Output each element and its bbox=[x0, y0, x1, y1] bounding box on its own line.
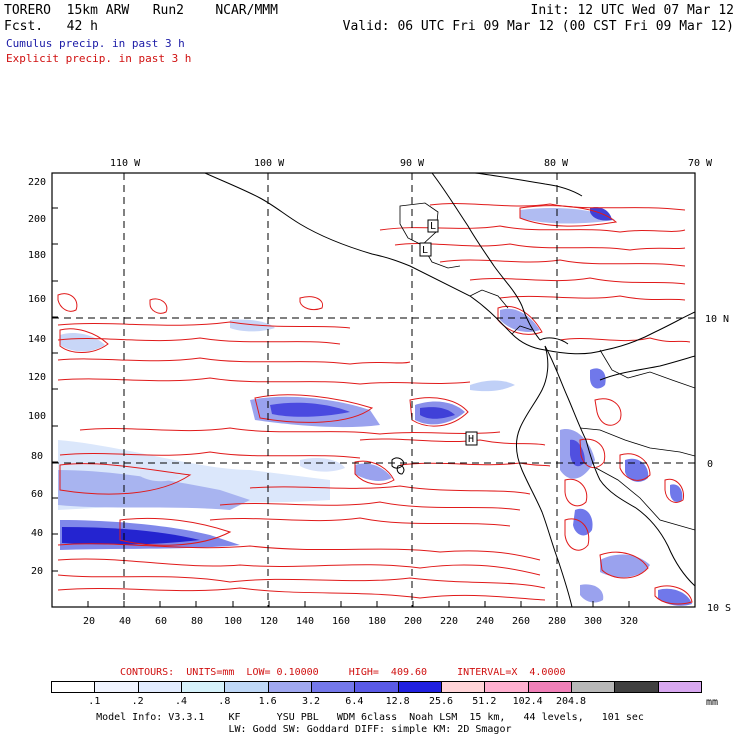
lon-label-80w: 80 W bbox=[544, 158, 569, 169]
colorbar-swatch bbox=[397, 681, 442, 693]
colorbar-swatch bbox=[441, 681, 486, 693]
y-tick-label: 100 bbox=[28, 411, 46, 422]
colorbar-label: 25.6 bbox=[428, 696, 454, 707]
y-tick-label: 220 bbox=[28, 177, 46, 188]
x-tick-label: 280 bbox=[548, 616, 566, 627]
lon-label-110w: 110 W bbox=[110, 158, 141, 169]
lat-label-10n: 10 N bbox=[705, 314, 729, 325]
x-tick-label: 120 bbox=[260, 616, 278, 627]
pressure-markers: L H L bbox=[419, 219, 478, 446]
y-tick-label: 80 bbox=[31, 451, 43, 462]
y-tick-label: 140 bbox=[28, 334, 46, 345]
colorbar-label: .1 bbox=[88, 696, 101, 707]
x-tick-label: 140 bbox=[296, 616, 314, 627]
colorbar-swatch bbox=[94, 681, 139, 693]
explicit-contours bbox=[57, 203, 693, 605]
x-tick-label: 20 bbox=[83, 616, 95, 627]
x-tick-label: 60 bbox=[155, 616, 167, 627]
x-tick-label: 40 bbox=[119, 616, 131, 627]
colorbar-label: 12.8 bbox=[385, 696, 410, 707]
low-marker-box-1 bbox=[419, 242, 432, 257]
lat-label-10s: 10 S bbox=[707, 603, 731, 614]
init-time: Init: 12 UTC Wed 07 Mar 12 bbox=[530, 3, 735, 18]
x-tick-label: 180 bbox=[368, 616, 386, 627]
high-marker: H bbox=[468, 434, 474, 445]
x-tick-label: 80 bbox=[191, 616, 203, 627]
colorbar-label: 6.4 bbox=[345, 696, 364, 707]
colorbar-label: 3.2 bbox=[301, 696, 321, 707]
colorbar-swatch bbox=[267, 681, 312, 693]
y-tick-label: 180 bbox=[28, 250, 46, 261]
lon-label-100w: 100 W bbox=[254, 158, 285, 169]
lon-label-90w: 90 W bbox=[400, 158, 425, 169]
x-tick-label: 260 bbox=[512, 616, 530, 627]
low-marker-1: L bbox=[422, 245, 428, 256]
y-tick-label: 60 bbox=[31, 489, 43, 500]
physics-info: LW: Godd SW: Goddard DIFF: simple KM: 2D… bbox=[228, 724, 512, 735]
model-title: TORERO 15km ARW Run2 NCAR/MMM bbox=[4, 3, 278, 18]
colorbar-label: .4 bbox=[174, 696, 188, 707]
high-marker-box bbox=[465, 431, 478, 446]
colorbar-swatch bbox=[657, 681, 702, 693]
colorbar-label: 1.6 bbox=[258, 696, 277, 707]
map-content bbox=[52, 173, 695, 607]
cumulus-shading bbox=[58, 207, 692, 606]
colorbar-label: 51.2 bbox=[472, 696, 497, 707]
x-tick-label: 200 bbox=[404, 616, 422, 627]
x-tick-label: 220 bbox=[440, 616, 458, 627]
model-info: Model Info: V3.3.1 KF YSU PBL WDM 6class… bbox=[96, 712, 644, 723]
x-tick-label: 100 bbox=[224, 616, 242, 627]
coastlines bbox=[204, 173, 695, 607]
x-tick-label: 160 bbox=[332, 616, 350, 627]
cumulus-legend: Cumulus precip. in past 3 h bbox=[6, 37, 185, 50]
y-tick-label: 120 bbox=[28, 372, 46, 383]
map-frame bbox=[51, 172, 696, 608]
explicit-legend: Explicit precip. in past 3 h bbox=[6, 52, 192, 65]
contour-info: CONTOURS: UNITS=mm LOW= 0.10000 HIGH= 40… bbox=[120, 667, 566, 678]
y-tick-label: 20 bbox=[31, 566, 43, 577]
x-tick-label: 240 bbox=[476, 616, 494, 627]
colorbar-swatch bbox=[311, 681, 356, 693]
valid-time: Valid: 06 UTC Fri 09 Mar 12 (00 CST Fri … bbox=[342, 19, 734, 34]
x-tick-label: 300 bbox=[584, 616, 602, 627]
colorbar-swatch bbox=[137, 681, 182, 693]
low-marker-box-2 bbox=[427, 219, 439, 233]
lat-label-0: 0 bbox=[707, 459, 713, 470]
low-marker-2: L bbox=[430, 221, 436, 232]
y-tick-label: 200 bbox=[28, 214, 46, 225]
colorbar-swatch bbox=[51, 681, 96, 693]
colorbar-label: 204.8 bbox=[555, 696, 587, 707]
colorbar-swatch bbox=[484, 681, 529, 693]
y-tick-label: 160 bbox=[28, 294, 46, 305]
latlon-grid bbox=[52, 173, 695, 607]
colorbar-swatch bbox=[527, 681, 572, 693]
y-tick-label: 40 bbox=[31, 528, 43, 539]
colorbar-swatch bbox=[614, 681, 659, 693]
lon-label-70w: 70 W bbox=[688, 158, 713, 169]
colorbar-label: .2 bbox=[131, 696, 144, 707]
x-tick-label: 320 bbox=[620, 616, 638, 627]
colorbar-label: 102.4 bbox=[512, 696, 543, 707]
colorbar-swatch bbox=[181, 681, 226, 693]
colorbar-swatch bbox=[571, 681, 616, 693]
frame-ticks bbox=[52, 207, 630, 607]
colorbar-swatch bbox=[224, 681, 269, 693]
colorbar-swatch bbox=[354, 681, 399, 693]
forecast-hour: Fcst. 42 h bbox=[4, 19, 98, 34]
colorbar-label: .8 bbox=[218, 696, 231, 707]
colorbar-unit: mm bbox=[706, 697, 719, 708]
